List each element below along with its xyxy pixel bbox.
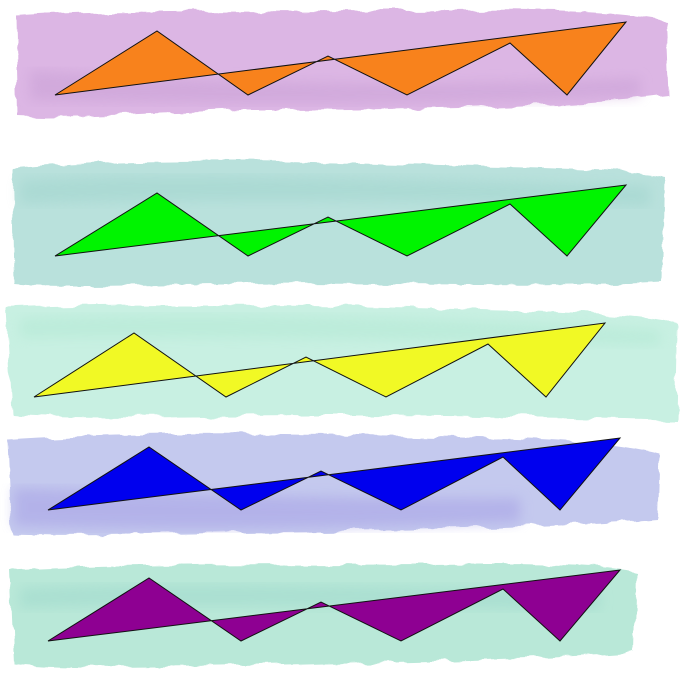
row-1	[16, 9, 668, 117]
row-3	[6, 304, 678, 420]
zigzag-shape-4	[47, 437, 622, 511]
zigzag-shape-2	[54, 184, 628, 257]
watercolor-wash-2	[20, 176, 650, 206]
row-2	[12, 160, 664, 287]
watercolor-wash-1	[30, 70, 640, 104]
zigzag-shape-5	[47, 569, 622, 642]
zigzag-shape-1	[54, 21, 628, 96]
row-5	[10, 564, 636, 668]
row-4	[8, 433, 660, 535]
zigzag-shape-3	[33, 322, 607, 398]
